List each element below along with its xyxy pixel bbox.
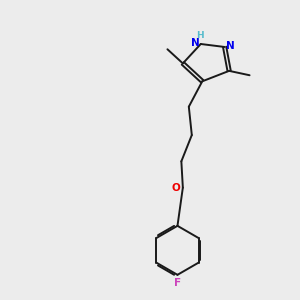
Text: N: N [226, 41, 234, 51]
Text: H: H [196, 31, 204, 40]
Text: O: O [172, 183, 181, 193]
Text: N: N [191, 38, 200, 48]
Text: F: F [174, 278, 181, 288]
